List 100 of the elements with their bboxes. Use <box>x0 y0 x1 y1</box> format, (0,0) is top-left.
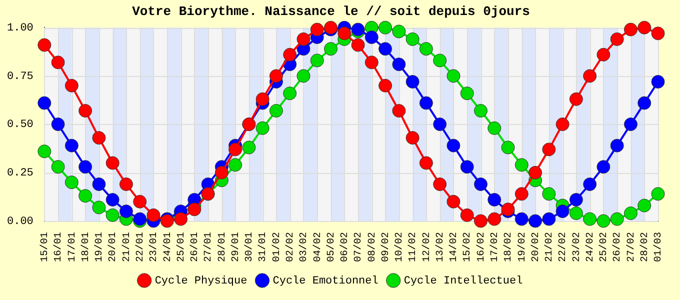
point <box>119 204 133 218</box>
point <box>583 212 597 226</box>
x-tick-label: 14/02 <box>448 232 460 262</box>
point <box>610 32 624 46</box>
legend-label: Cycle Physique <box>154 275 248 288</box>
x-tick-label: 27/02 <box>625 232 638 262</box>
point <box>38 38 52 52</box>
point <box>433 54 447 68</box>
point <box>296 32 310 46</box>
point <box>488 121 502 135</box>
point <box>583 69 597 83</box>
x-tick-label: 26/02 <box>612 232 624 262</box>
x-tick-label: 20/01 <box>107 232 120 262</box>
point <box>406 75 420 88</box>
x-tick-label: 23/01 <box>148 232 160 262</box>
x-tick-label: 18/01 <box>80 232 92 262</box>
point <box>610 138 624 152</box>
x-tick-label: 05/02 <box>325 232 338 262</box>
point <box>460 208 474 222</box>
x-tick-label: 03/02 <box>298 232 310 262</box>
point <box>569 206 583 220</box>
point <box>542 212 556 226</box>
point <box>419 42 433 56</box>
point <box>446 194 460 208</box>
point <box>51 118 65 132</box>
point <box>64 138 78 152</box>
x-tick-label: 19/01 <box>94 232 106 262</box>
x-tick-label: 07/02 <box>352 232 365 262</box>
x-tick-label: 02/02 <box>284 232 296 262</box>
point <box>364 56 378 70</box>
x-tick-label: 24/01 <box>162 232 174 262</box>
point <box>38 144 52 158</box>
point <box>474 104 488 118</box>
x-tick-label: 16/02 <box>475 232 488 262</box>
point <box>338 26 352 40</box>
point <box>446 138 460 152</box>
point <box>433 178 447 191</box>
point <box>419 96 433 110</box>
y-tick-label: 0.00 <box>7 216 34 228</box>
x-tick-label: 06/02 <box>339 232 352 262</box>
point <box>92 178 106 191</box>
point <box>378 78 392 92</box>
x-tick-label: 17/01 <box>66 232 78 262</box>
point <box>596 48 610 62</box>
x-tick-label: 19/02 <box>516 232 528 262</box>
point <box>296 69 310 83</box>
point <box>651 26 665 40</box>
x-tick-label: 21/01 <box>120 232 133 262</box>
point <box>392 24 406 38</box>
point <box>92 131 106 145</box>
point <box>596 160 610 174</box>
point <box>569 192 583 206</box>
x-tick-label: 11/02 <box>407 232 420 262</box>
point <box>78 160 92 174</box>
point <box>269 69 283 83</box>
point <box>514 158 528 172</box>
x-tick-label: 01/02 <box>270 232 283 262</box>
x-tick-label: 08/02 <box>366 232 378 262</box>
point <box>501 140 515 154</box>
point <box>460 86 474 100</box>
point <box>324 42 338 56</box>
point <box>638 198 652 212</box>
x-tick-label: 04/02 <box>312 232 324 262</box>
point <box>119 178 133 191</box>
x-tick-label: 12/02 <box>420 232 433 262</box>
point <box>283 48 297 62</box>
point <box>624 22 638 36</box>
point <box>392 58 406 72</box>
chart-title: Votre Biorythme. Naissance le // soit depuis 0jours <box>132 4 530 20</box>
point <box>51 56 65 70</box>
point <box>528 214 542 228</box>
point <box>78 189 92 203</box>
point <box>351 38 365 52</box>
x-tick-label: 27/01 <box>202 232 215 262</box>
point <box>64 78 78 92</box>
point <box>228 158 242 172</box>
x-tick-label: 25/02 <box>598 232 610 262</box>
point <box>228 142 242 156</box>
x-tick-label: 18/02 <box>502 232 515 262</box>
x-tick-label: 29/01 <box>230 232 242 262</box>
x-tick-label: 28/01 <box>216 232 228 262</box>
x-tick-label: 09/02 <box>380 232 392 262</box>
x-tick-label: 28/02 <box>639 232 652 262</box>
point <box>419 156 433 170</box>
point <box>283 86 297 100</box>
point <box>106 208 120 222</box>
point <box>460 160 474 174</box>
point <box>406 32 420 46</box>
x-tick-label: 21/02 <box>544 232 556 262</box>
y-tick-label: 1.00 <box>7 22 34 35</box>
x-tick-label: 30/01 <box>244 232 256 262</box>
point <box>174 212 188 226</box>
point <box>556 118 570 132</box>
point <box>146 208 160 222</box>
point <box>638 96 652 110</box>
point <box>433 118 447 132</box>
point <box>51 160 65 174</box>
x-tick-label: 01/03 <box>652 232 665 262</box>
point <box>78 104 92 118</box>
point <box>569 92 583 106</box>
